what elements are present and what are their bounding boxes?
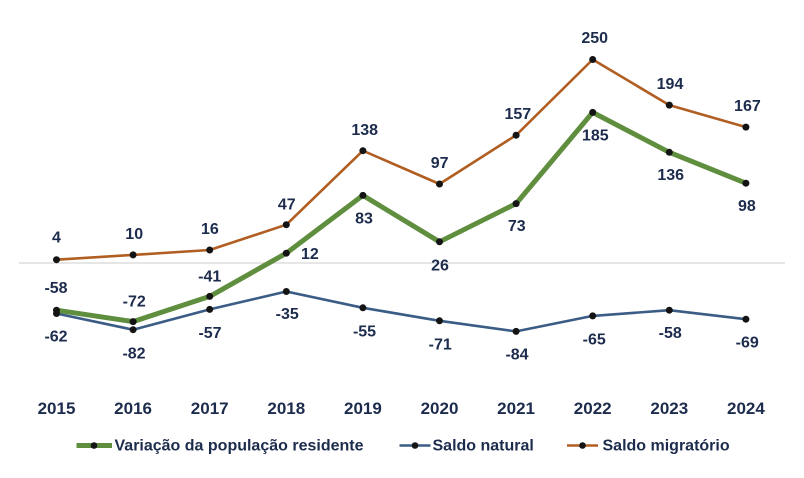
svg-text:2017: 2017 (191, 399, 229, 418)
svg-text:10: 10 (125, 226, 143, 243)
svg-text:-69: -69 (736, 335, 759, 352)
svg-text:2020: 2020 (421, 399, 459, 418)
svg-text:98: 98 (738, 198, 756, 215)
svg-text:2024: 2024 (727, 399, 765, 418)
svg-text:-71: -71 (429, 337, 452, 354)
svg-text:138: 138 (351, 122, 378, 139)
svg-text:-84: -84 (505, 347, 528, 364)
svg-text:97: 97 (431, 155, 449, 172)
svg-text:-82: -82 (122, 346, 145, 363)
svg-text:2021: 2021 (497, 399, 535, 418)
svg-text:26: 26 (431, 257, 449, 274)
svg-text:2019: 2019 (344, 399, 382, 418)
svg-text:16: 16 (201, 221, 219, 238)
svg-text:4: 4 (52, 230, 61, 247)
svg-text:2018: 2018 (267, 399, 305, 418)
svg-text:167: 167 (734, 98, 761, 115)
svg-text:Saldo migratório: Saldo migratório (603, 438, 730, 455)
svg-text:-58: -58 (659, 325, 682, 342)
svg-text:250: 250 (581, 30, 608, 47)
svg-text:-72: -72 (123, 294, 146, 311)
svg-text:47: 47 (278, 196, 296, 213)
svg-text:-55: -55 (353, 323, 376, 340)
svg-text:-58: -58 (44, 280, 67, 297)
svg-text:2023: 2023 (650, 399, 688, 418)
svg-text:136: 136 (657, 167, 684, 184)
svg-text:-35: -35 (276, 306, 299, 323)
svg-text:12: 12 (301, 246, 319, 263)
svg-text:185: 185 (582, 127, 609, 144)
svg-text:157: 157 (504, 106, 531, 123)
svg-text:Saldo natural: Saldo natural (433, 438, 534, 455)
svg-text:2016: 2016 (114, 399, 152, 418)
svg-text:194: 194 (657, 76, 684, 93)
svg-text:2022: 2022 (574, 399, 612, 418)
svg-text:83: 83 (355, 210, 373, 227)
svg-text:73: 73 (508, 218, 526, 235)
svg-text:-65: -65 (583, 332, 606, 349)
svg-text:-57: -57 (198, 325, 221, 342)
svg-text:-62: -62 (44, 329, 67, 346)
svg-text:Variação da população resident: Variação da população residente (115, 438, 364, 455)
svg-text:-41: -41 (198, 269, 221, 286)
svg-text:2015: 2015 (38, 399, 76, 418)
